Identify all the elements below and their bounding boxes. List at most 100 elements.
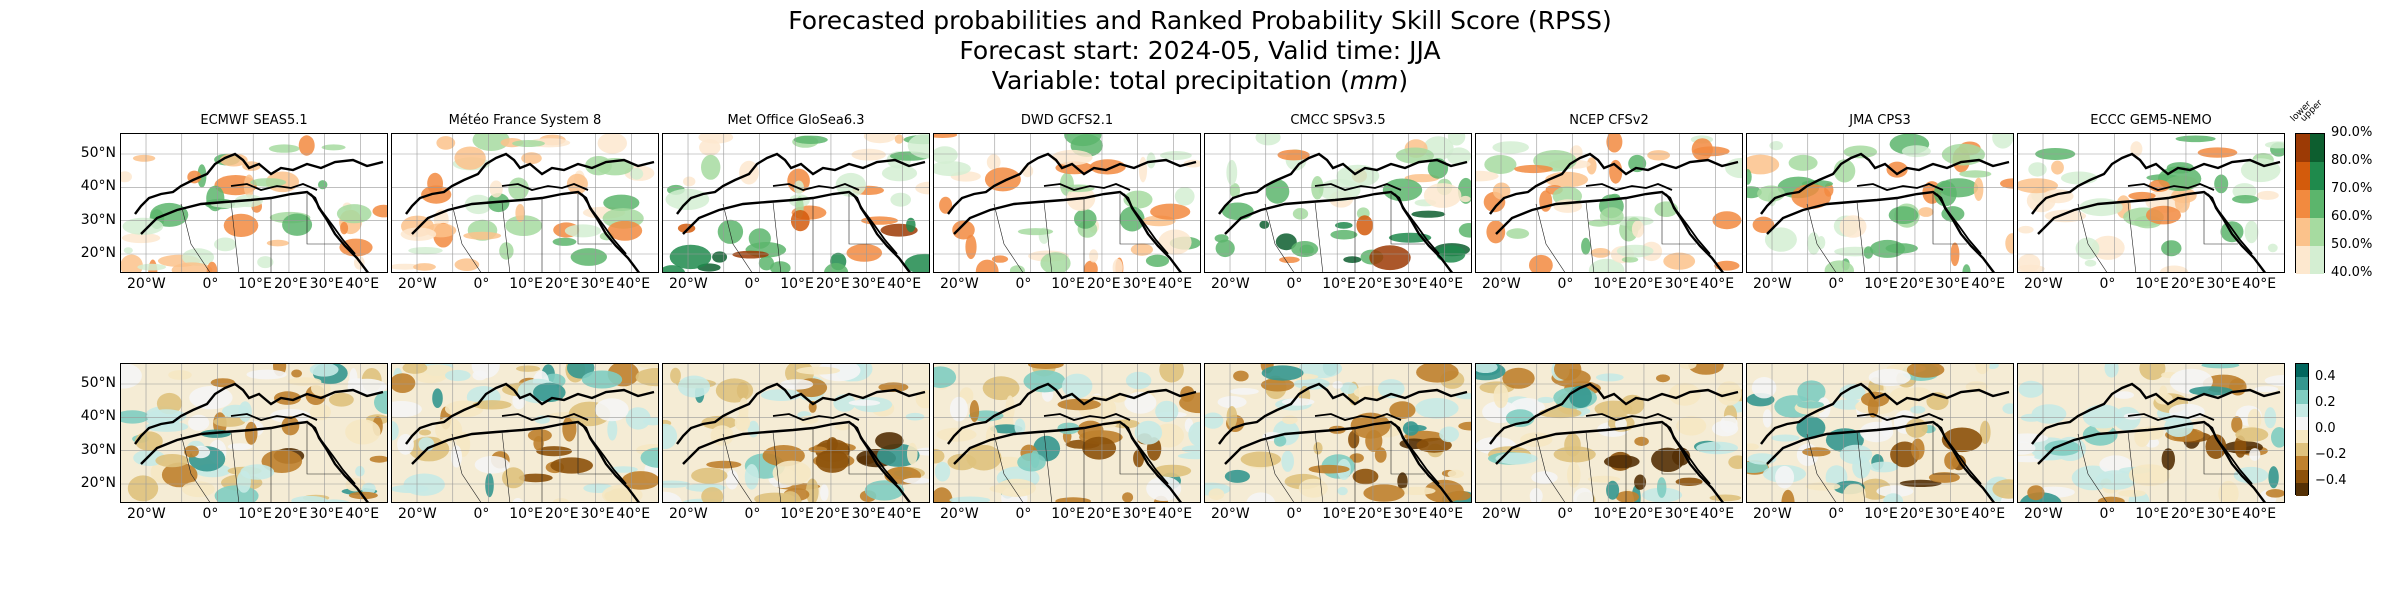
anomaly-region <box>1259 220 1270 229</box>
rpss-map-panel <box>1204 363 1472 503</box>
anomaly-region <box>2084 259 2097 267</box>
longitude-tick-label: 20°E <box>544 506 579 522</box>
anomaly-region <box>515 204 525 222</box>
anomaly-region <box>1064 134 1102 147</box>
anomaly-region <box>1492 141 1529 154</box>
coastline <box>852 193 898 255</box>
anomaly-region <box>1554 364 1582 381</box>
anomaly-region <box>2118 489 2146 497</box>
anomaly-region <box>184 445 199 458</box>
anomaly-region <box>1275 233 1297 251</box>
probability-tick-label: 70.0% <box>2331 181 2373 196</box>
anomaly-region <box>1986 364 1999 369</box>
longitude-tick-label: 20°E <box>1086 506 1121 522</box>
longitude-tick-label: 30°E <box>1935 506 1970 522</box>
longitude-tick-label: 10°E <box>1051 276 1085 292</box>
anomaly-region <box>1281 450 1294 472</box>
anomaly-region <box>939 196 953 214</box>
anomaly-region <box>934 366 957 388</box>
anomaly-region <box>878 382 909 392</box>
rpss-map-panel <box>662 363 930 503</box>
anomaly-region <box>2201 364 2240 369</box>
anomaly-region <box>1775 465 1795 489</box>
anomaly-region <box>1028 364 1064 369</box>
coastline <box>1394 193 1440 255</box>
coastline <box>1936 193 1982 255</box>
coastline <box>1218 382 1468 445</box>
anomaly-region <box>1476 364 1498 373</box>
anomaly-region <box>400 227 437 241</box>
map-canvas <box>1205 364 1471 502</box>
anomaly-region <box>2139 364 2166 381</box>
anomaly-region <box>621 471 658 490</box>
model-title: CMCC SPSv3.5 <box>1290 113 1386 128</box>
anomaly-region <box>1282 415 1298 425</box>
longitude-tick-label: 20°W <box>1211 276 1250 292</box>
anomaly-region <box>1747 154 1780 175</box>
anomaly-region <box>1657 477 1667 498</box>
longitude-tick-label: 10°E <box>1593 276 1627 292</box>
longitude-tick-label: 30°E <box>2206 506 2241 522</box>
anomaly-region <box>454 146 486 170</box>
anomaly-region <box>243 174 255 198</box>
coastline <box>1856 413 1944 421</box>
longitude-tick-label: 0° <box>202 276 219 292</box>
anomaly-region <box>1771 434 1800 442</box>
anomaly-region <box>1074 209 1097 229</box>
anomaly-region <box>206 261 218 272</box>
longitude-tick-label: 20°W <box>669 506 708 522</box>
longitude-tick-label: 40°E <box>2242 276 2277 292</box>
anomaly-region <box>527 429 552 442</box>
anomaly-region <box>132 154 156 162</box>
anomaly-region <box>2130 141 2143 157</box>
anomaly-region <box>369 455 387 463</box>
anomaly-region <box>339 238 373 257</box>
anomaly-region <box>949 496 991 502</box>
anomaly-region <box>609 466 638 473</box>
anomaly-region <box>2051 160 2064 175</box>
anomaly-region <box>581 370 623 389</box>
rpss-swatch <box>2296 430 2308 444</box>
anomaly-region <box>1911 438 1925 460</box>
map-canvas <box>1476 134 1742 272</box>
longitude-tick-label: 10°E <box>509 506 543 522</box>
longitude-tick-label: 0° <box>744 276 761 292</box>
anomaly-region <box>552 498 570 502</box>
coastline <box>682 190 911 272</box>
coastline <box>1394 423 1440 485</box>
upper-tercile-swatch <box>2310 134 2324 162</box>
anomaly-region <box>1581 237 1591 255</box>
anomaly-region <box>1062 373 1093 399</box>
coastline <box>411 190 640 272</box>
anomaly-region <box>355 465 365 477</box>
anomaly-region <box>1868 368 1911 386</box>
probability-map-panel <box>1204 133 1472 273</box>
country-border <box>1806 424 1967 502</box>
map-canvas <box>121 364 387 502</box>
latitude-tick-label: 20°N <box>80 245 116 261</box>
anomaly-region <box>2249 448 2261 461</box>
anomaly-region <box>1177 452 1200 460</box>
anomaly-region <box>512 498 524 502</box>
anomaly-region <box>392 421 399 441</box>
map-canvas <box>934 364 1200 502</box>
probability-tick-label: 50.0% <box>2331 237 2373 252</box>
anomaly-region <box>1356 215 1373 236</box>
anomaly-region <box>508 177 529 200</box>
anomaly-region <box>1588 258 1625 272</box>
anomaly-region <box>934 161 971 177</box>
anomaly-region <box>121 410 150 424</box>
latitude-tick-label: 30°N <box>80 441 116 458</box>
anomaly-region <box>904 253 929 272</box>
anomaly-region <box>1224 469 1250 483</box>
anomaly-region <box>1265 179 1290 204</box>
anomaly-region <box>691 467 728 484</box>
anomaly-region <box>848 399 881 406</box>
latitude-tick-label: 50°N <box>80 375 116 391</box>
anomaly-region <box>2027 485 2045 501</box>
anomaly-region <box>1595 373 1624 382</box>
anomaly-region <box>1160 151 1192 160</box>
probability-map-panel <box>120 133 388 273</box>
rpss-swatch <box>2296 377 2308 391</box>
anomaly-region <box>1476 170 1499 182</box>
